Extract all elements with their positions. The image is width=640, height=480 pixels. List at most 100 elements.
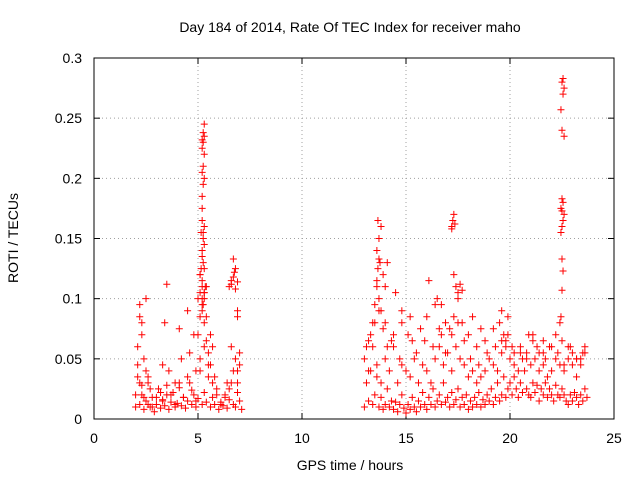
- data-point: [541, 379, 549, 387]
- data-point: [404, 331, 412, 339]
- data-point: [402, 367, 410, 375]
- data-point: [379, 405, 387, 413]
- data-point: [227, 343, 235, 351]
- data-point: [371, 391, 379, 399]
- data-point: [579, 397, 587, 405]
- data-point: [229, 255, 237, 263]
- data-point: [396, 355, 404, 363]
- data-point: [454, 385, 462, 393]
- data-point: [473, 401, 481, 409]
- data-point: [543, 393, 551, 401]
- data-point: [394, 379, 402, 387]
- data-point: [199, 235, 207, 242]
- data-point: [419, 361, 427, 369]
- data-point: [531, 355, 539, 363]
- data-point: [518, 389, 526, 397]
- data-point: [559, 198, 567, 206]
- data-point: [209, 393, 217, 401]
- data-point: [558, 195, 566, 203]
- data-point: [398, 319, 406, 327]
- data-point: [548, 367, 556, 375]
- data-point: [442, 398, 450, 406]
- data-point: [568, 361, 576, 369]
- data-point: [167, 398, 175, 406]
- data-point: [435, 325, 443, 333]
- data-point: [462, 391, 470, 399]
- data-point: [408, 337, 416, 345]
- data-point: [454, 289, 462, 297]
- data-point: [452, 343, 460, 351]
- data-point: [163, 280, 171, 288]
- data-point: [236, 397, 244, 405]
- data-point: [558, 126, 566, 134]
- x-tick-label: 15: [398, 430, 414, 446]
- x-tick-label: 0: [90, 430, 98, 446]
- x-tick-labels: 0 5 10 15 20 25: [90, 430, 622, 446]
- data-point: [362, 343, 370, 351]
- data-point: [510, 373, 518, 381]
- data-point: [377, 393, 385, 401]
- data-point: [165, 405, 173, 413]
- data-point: [159, 361, 167, 369]
- data-point: [200, 319, 208, 327]
- data-point: [188, 386, 196, 394]
- data-point: [557, 313, 565, 321]
- data-point: [385, 403, 393, 411]
- data-point: [508, 343, 516, 351]
- data-point: [138, 381, 146, 389]
- data-point: [456, 355, 464, 363]
- data-point: [406, 373, 414, 381]
- data-point: [502, 337, 510, 345]
- data-point: [140, 405, 148, 413]
- data-point: [198, 136, 206, 144]
- data-point: [477, 325, 485, 333]
- data-point: [383, 385, 391, 393]
- data-point: [227, 280, 235, 288]
- data-point: [213, 391, 221, 399]
- data-point: [439, 379, 447, 387]
- data-point: [198, 204, 206, 212]
- data-point: [202, 337, 210, 345]
- data-point: [140, 393, 148, 401]
- data-point: [197, 265, 205, 273]
- data-point: [439, 361, 447, 369]
- data-point: [167, 391, 175, 399]
- data-point: [550, 397, 558, 405]
- data-point: [533, 381, 541, 389]
- data-point: [206, 361, 214, 369]
- data-point: [374, 216, 382, 224]
- data-point: [481, 337, 489, 345]
- data-point: [177, 402, 185, 410]
- data-point: [209, 343, 217, 351]
- x-tick-label: 10: [294, 430, 310, 446]
- data-point: [529, 379, 537, 387]
- data-point: [456, 280, 464, 288]
- data-point: [202, 398, 210, 406]
- data-point: [157, 404, 165, 412]
- data-point: [560, 84, 568, 92]
- data-point: [132, 403, 140, 411]
- data-point: [500, 331, 508, 339]
- data-point: [535, 367, 543, 375]
- data-point: [573, 355, 581, 363]
- data-point: [387, 337, 395, 345]
- data-point: [198, 144, 206, 152]
- x-tick-label: 20: [502, 430, 518, 446]
- data-point: [560, 210, 568, 218]
- data-point: [521, 367, 529, 375]
- data-point: [456, 403, 464, 411]
- data-point: [510, 349, 518, 357]
- data-point: [481, 401, 489, 409]
- data-point: [371, 301, 379, 309]
- data-point: [450, 210, 458, 218]
- data-point: [454, 295, 462, 303]
- data-point: [161, 402, 169, 410]
- data-point: [192, 397, 200, 405]
- data-point: [573, 393, 581, 401]
- data-point: [221, 393, 229, 401]
- data-point: [446, 325, 454, 333]
- data-point: [483, 391, 491, 399]
- x-tick-label: 25: [606, 430, 622, 446]
- data-point: [369, 319, 377, 327]
- data-point: [190, 331, 198, 339]
